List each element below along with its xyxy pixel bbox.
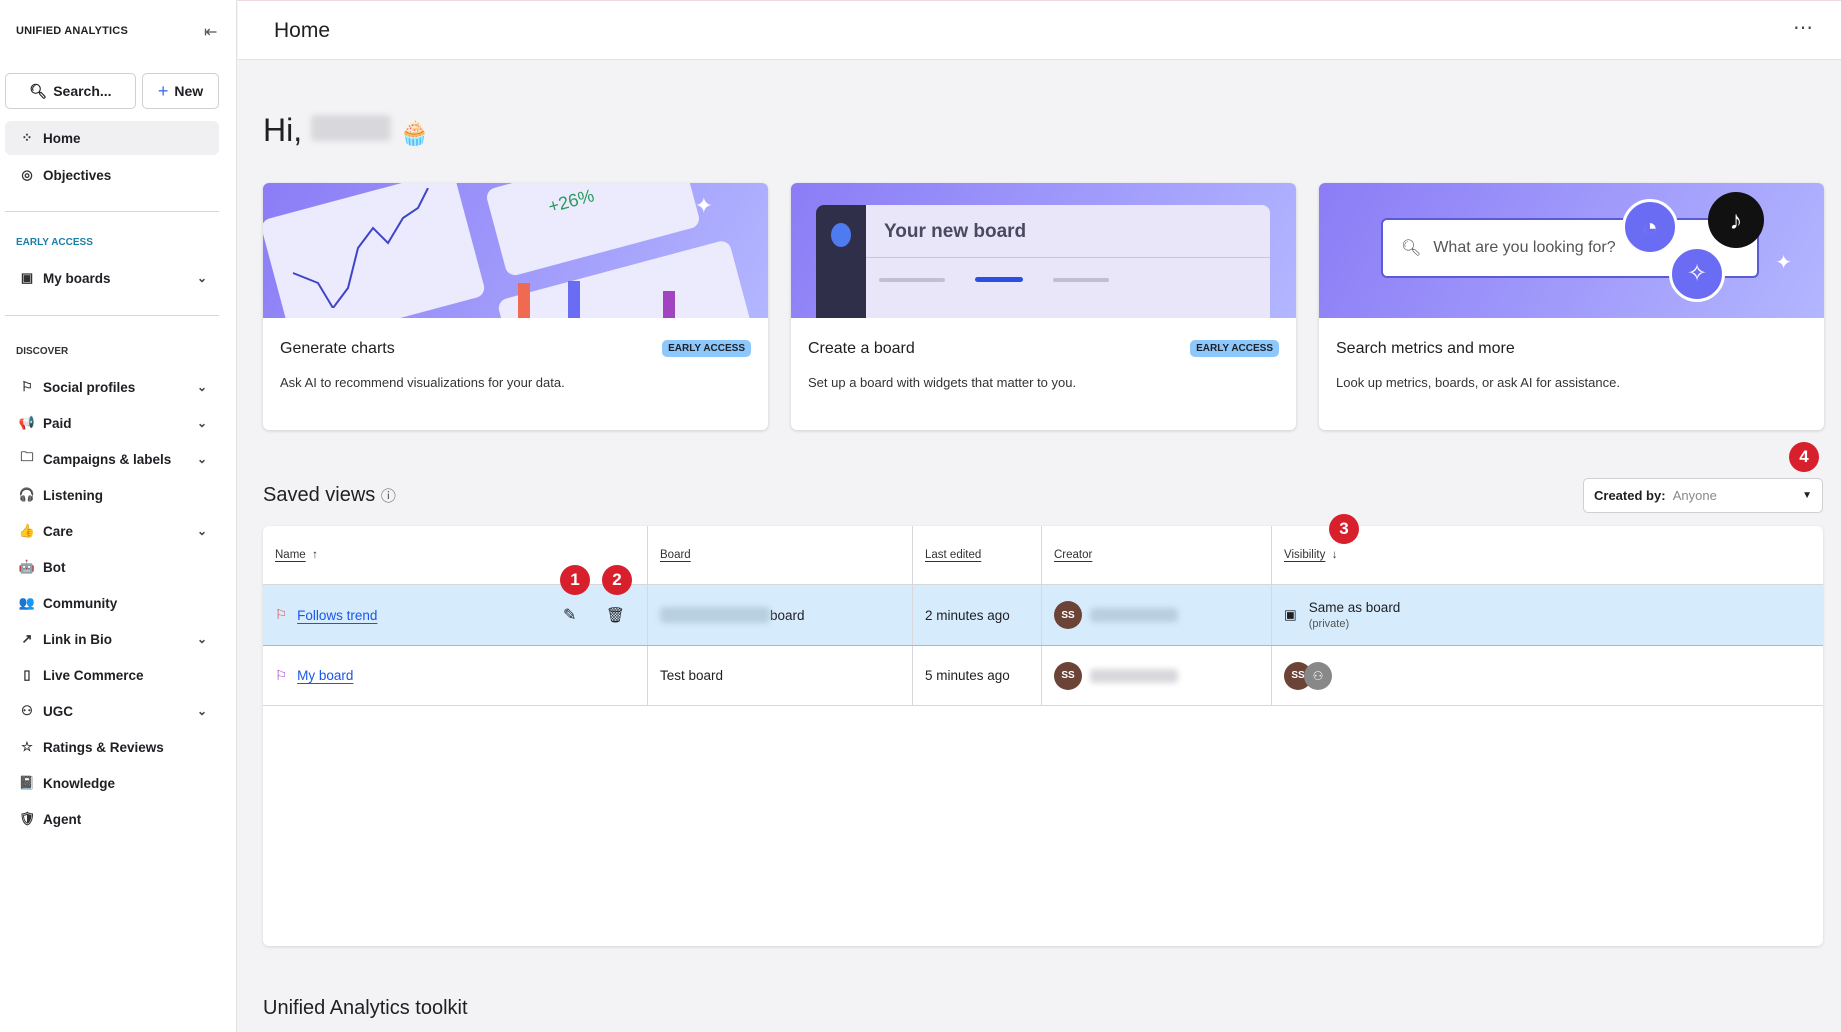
sparkle-icon: ✦ (694, 193, 713, 218)
sidebar: UNIFIED ANALYTICS ⇤ 🔍︎ Search... + New ⁘ Ho… (0, 0, 237, 1032)
annotation-marker-1: 1 (560, 565, 590, 595)
nav-icon: 👍 (18, 523, 36, 538)
sidebar-item-community[interactable]: 👥 Community (18, 595, 118, 611)
column-name[interactable]: Name ↑ (275, 549, 318, 561)
created-by-dropdown[interactable]: Created by: Anyone ▼ (1583, 478, 1823, 513)
search-icon: 🔍︎ (1401, 240, 1422, 257)
table-header: Name ↑ Board Last edited Creator Visibil… (263, 526, 1823, 585)
nav-icon: 🤖 (18, 559, 36, 574)
toolkit-title: Unified Analytics toolkit (263, 997, 468, 1019)
page-title: Home (274, 19, 331, 42)
table-row[interactable]: ⚐ My board Test board 5 minutes ago SS SS… (263, 646, 1823, 706)
nav-icon: 📓 (18, 775, 36, 790)
sidebar-item-home[interactable]: ⁘ Home (5, 121, 219, 155)
sidebar-item-live-commerce[interactable]: ▯ Live Commerce (5, 658, 219, 692)
discover-heading: DISCOVER (16, 346, 69, 357)
nav-icon: 🎧 (18, 487, 36, 502)
charts-illustration: +26% ✦ (263, 183, 768, 318)
chevron-down-icon: ⌄ (196, 416, 207, 430)
sidebar-item-my-boards[interactable]: ▣ My boards ⌄ (5, 261, 219, 295)
grid-icon: ⁘ (21, 130, 33, 145)
sort-desc-icon: ↓ (1331, 549, 1338, 561)
column-last-edited[interactable]: Last edited (912, 526, 1041, 584)
chevron-down-icon: ⌄ (196, 380, 207, 394)
annotation-marker-2: 2 (602, 565, 632, 595)
nav-icon: ↗ (21, 631, 33, 646)
sidebar-item-knowledge[interactable]: 📓 Knowledge (18, 775, 116, 791)
annotation-marker-3: 3 (1329, 514, 1359, 544)
sidebar-item-link-in-bio[interactable]: ↗ Link in Bio ⌄ (5, 622, 219, 656)
bookmark-icon: ⚐ (275, 667, 288, 683)
nav-icon: 📢 (18, 415, 36, 430)
caret-down-icon: ▼ (1802, 490, 1812, 501)
ai-sparkle-icon: ✧ (1669, 246, 1725, 302)
nav-icon: ▯ (23, 667, 31, 682)
bookmark-icon: ⚐ (275, 607, 288, 622)
early-access-badge: EARLY ACCESS (1190, 340, 1279, 357)
cupcake-icon: 🧁 (399, 120, 430, 147)
sidebar-item-ugc[interactable]: ⚇ UGC ⌄ (5, 694, 219, 728)
card-generate-charts[interactable]: +26% ✦ Generate charts EARLY ACCESS Ask … (263, 183, 768, 430)
column-board[interactable]: Board (647, 526, 912, 584)
plus-icon: + (157, 80, 169, 101)
avatar: SS (1054, 601, 1082, 629)
user-name-blurred (311, 115, 391, 141)
table-row[interactable]: ⚐ Follows trend ✎ 🗑︎ board 2 minutes ago … (263, 585, 1823, 646)
view-link[interactable]: My board (297, 668, 354, 683)
card-create-board[interactable]: Your new board Create a board EARLY ACCE… (791, 183, 1296, 430)
avatar: SS (1054, 661, 1082, 690)
view-link[interactable]: Follows trend (297, 607, 378, 623)
chevron-down-icon: ⌄ (196, 524, 207, 538)
new-button[interactable]: + New (142, 73, 219, 109)
sidebar-item-care[interactable]: 👍 Care ⌄ (18, 523, 207, 539)
chevron-down-icon: ⌄ (196, 632, 207, 646)
saved-views-title: Saved views ⓘ (263, 484, 396, 506)
nav-icon: ⚐ (21, 379, 33, 394)
divider (5, 211, 219, 212)
shared-users-icon: ⚇ (1304, 661, 1332, 690)
sort-asc-icon: ↑ (312, 549, 318, 561)
divider (5, 315, 219, 316)
nav-icon: 🗀 (20, 449, 34, 464)
board-illustration: Your new board (791, 183, 1296, 318)
nav-icon: ☆ (21, 739, 33, 754)
help-icon[interactable]: ⓘ (380, 488, 396, 505)
trash-icon[interactable]: 🗑︎ (606, 607, 626, 624)
card-search-metrics[interactable]: 🔍︎ What are you looking for? ◔ ♪ ✧ ✦ Sear… (1319, 183, 1824, 430)
board-icon: ▣ (20, 270, 34, 285)
greeting: Hi, 🧁 (263, 112, 430, 148)
sidebar-item-social-profiles[interactable]: ⚐ Social profiles ⌄ (5, 370, 219, 404)
search-button[interactable]: 🔍︎ Search... (5, 73, 136, 109)
early-access-heading: EARLY ACCESS (16, 237, 93, 248)
target-icon: ◎ (21, 167, 33, 182)
sidebar-item-listening[interactable]: 🎧 Listening (18, 487, 103, 503)
brand: UNIFIED ANALYTICS (16, 25, 128, 37)
nav-icon: 👥 (18, 595, 36, 610)
chevron-down-icon: ⌄ (196, 704, 207, 718)
analytics-icon: ◔ (1622, 199, 1678, 255)
column-visibility[interactable]: Visibility ↓ (1271, 526, 1823, 584)
collapse-sidebar-icon[interactable]: ⇤ (204, 24, 218, 41)
chevron-down-icon: ⌄ (196, 271, 207, 285)
search-icon: 🔍︎ (29, 82, 48, 99)
column-creator[interactable]: Creator (1041, 526, 1271, 584)
sidebar-item-ratings-reviews[interactable]: ☆ Ratings & Reviews (5, 730, 219, 764)
sidebar-item-agent[interactable]: 🛡 Agent (18, 811, 82, 827)
saved-views-table: Name ↑ Board Last edited Creator Visibil… (263, 526, 1823, 946)
annotation-marker-4: 4 (1789, 442, 1819, 472)
header: Home ⋯ (238, 0, 1841, 60)
more-options-icon[interactable]: ⋯ (1793, 17, 1813, 39)
chevron-down-icon: ⌄ (196, 452, 207, 466)
sidebar-item-campaigns-labels[interactable]: 🗀 Campaigns & labels ⌄ (5, 442, 219, 476)
nav-icon: ⚇ (21, 703, 33, 718)
sidebar-item-objectives[interactable]: ◎ Objectives (5, 158, 219, 192)
edit-icon[interactable]: ✎ (563, 607, 577, 624)
nav-icon: 🛡 (18, 811, 36, 826)
sidebar-item-bot[interactable]: 🤖 Bot (18, 559, 66, 575)
early-access-badge: EARLY ACCESS (662, 340, 751, 357)
sidebar-item-paid[interactable]: 📢 Paid ⌄ (18, 415, 207, 431)
tiktok-icon: ♪ (1708, 192, 1764, 248)
board-icon: ▣ (1284, 607, 1297, 622)
search-illustration: 🔍︎ What are you looking for? ◔ ♪ ✧ ✦ (1319, 183, 1824, 318)
